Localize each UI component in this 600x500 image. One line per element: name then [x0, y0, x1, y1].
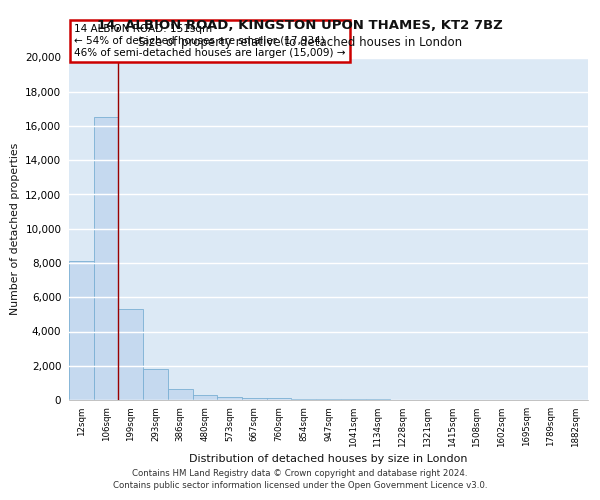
Bar	[118, 309, 143, 400]
Y-axis label: Number of detached properties: Number of detached properties	[10, 142, 20, 315]
Bar	[94, 118, 118, 400]
Text: 14, ALBION ROAD, KINGSTON UPON THAMES, KT2 7BZ: 14, ALBION ROAD, KINGSTON UPON THAMES, K…	[97, 19, 503, 32]
Bar	[193, 394, 217, 400]
Text: 14 ALBION ROAD: 151sqm
← 54% of detached houses are smaller (17,934)
46% of semi: 14 ALBION ROAD: 151sqm ← 54% of detached…	[74, 24, 346, 58]
Bar	[242, 398, 267, 400]
Bar	[217, 396, 242, 400]
Bar	[143, 369, 168, 400]
Bar	[292, 399, 316, 400]
Bar	[316, 399, 341, 400]
Bar	[69, 262, 94, 400]
Text: Size of property relative to detached houses in London: Size of property relative to detached ho…	[138, 36, 462, 49]
Bar	[168, 390, 193, 400]
Text: Contains HM Land Registry data © Crown copyright and database right 2024.: Contains HM Land Registry data © Crown c…	[132, 470, 468, 478]
Bar	[267, 398, 292, 400]
X-axis label: Distribution of detached houses by size in London: Distribution of detached houses by size …	[189, 454, 468, 464]
Text: Contains public sector information licensed under the Open Government Licence v3: Contains public sector information licen…	[113, 482, 487, 490]
